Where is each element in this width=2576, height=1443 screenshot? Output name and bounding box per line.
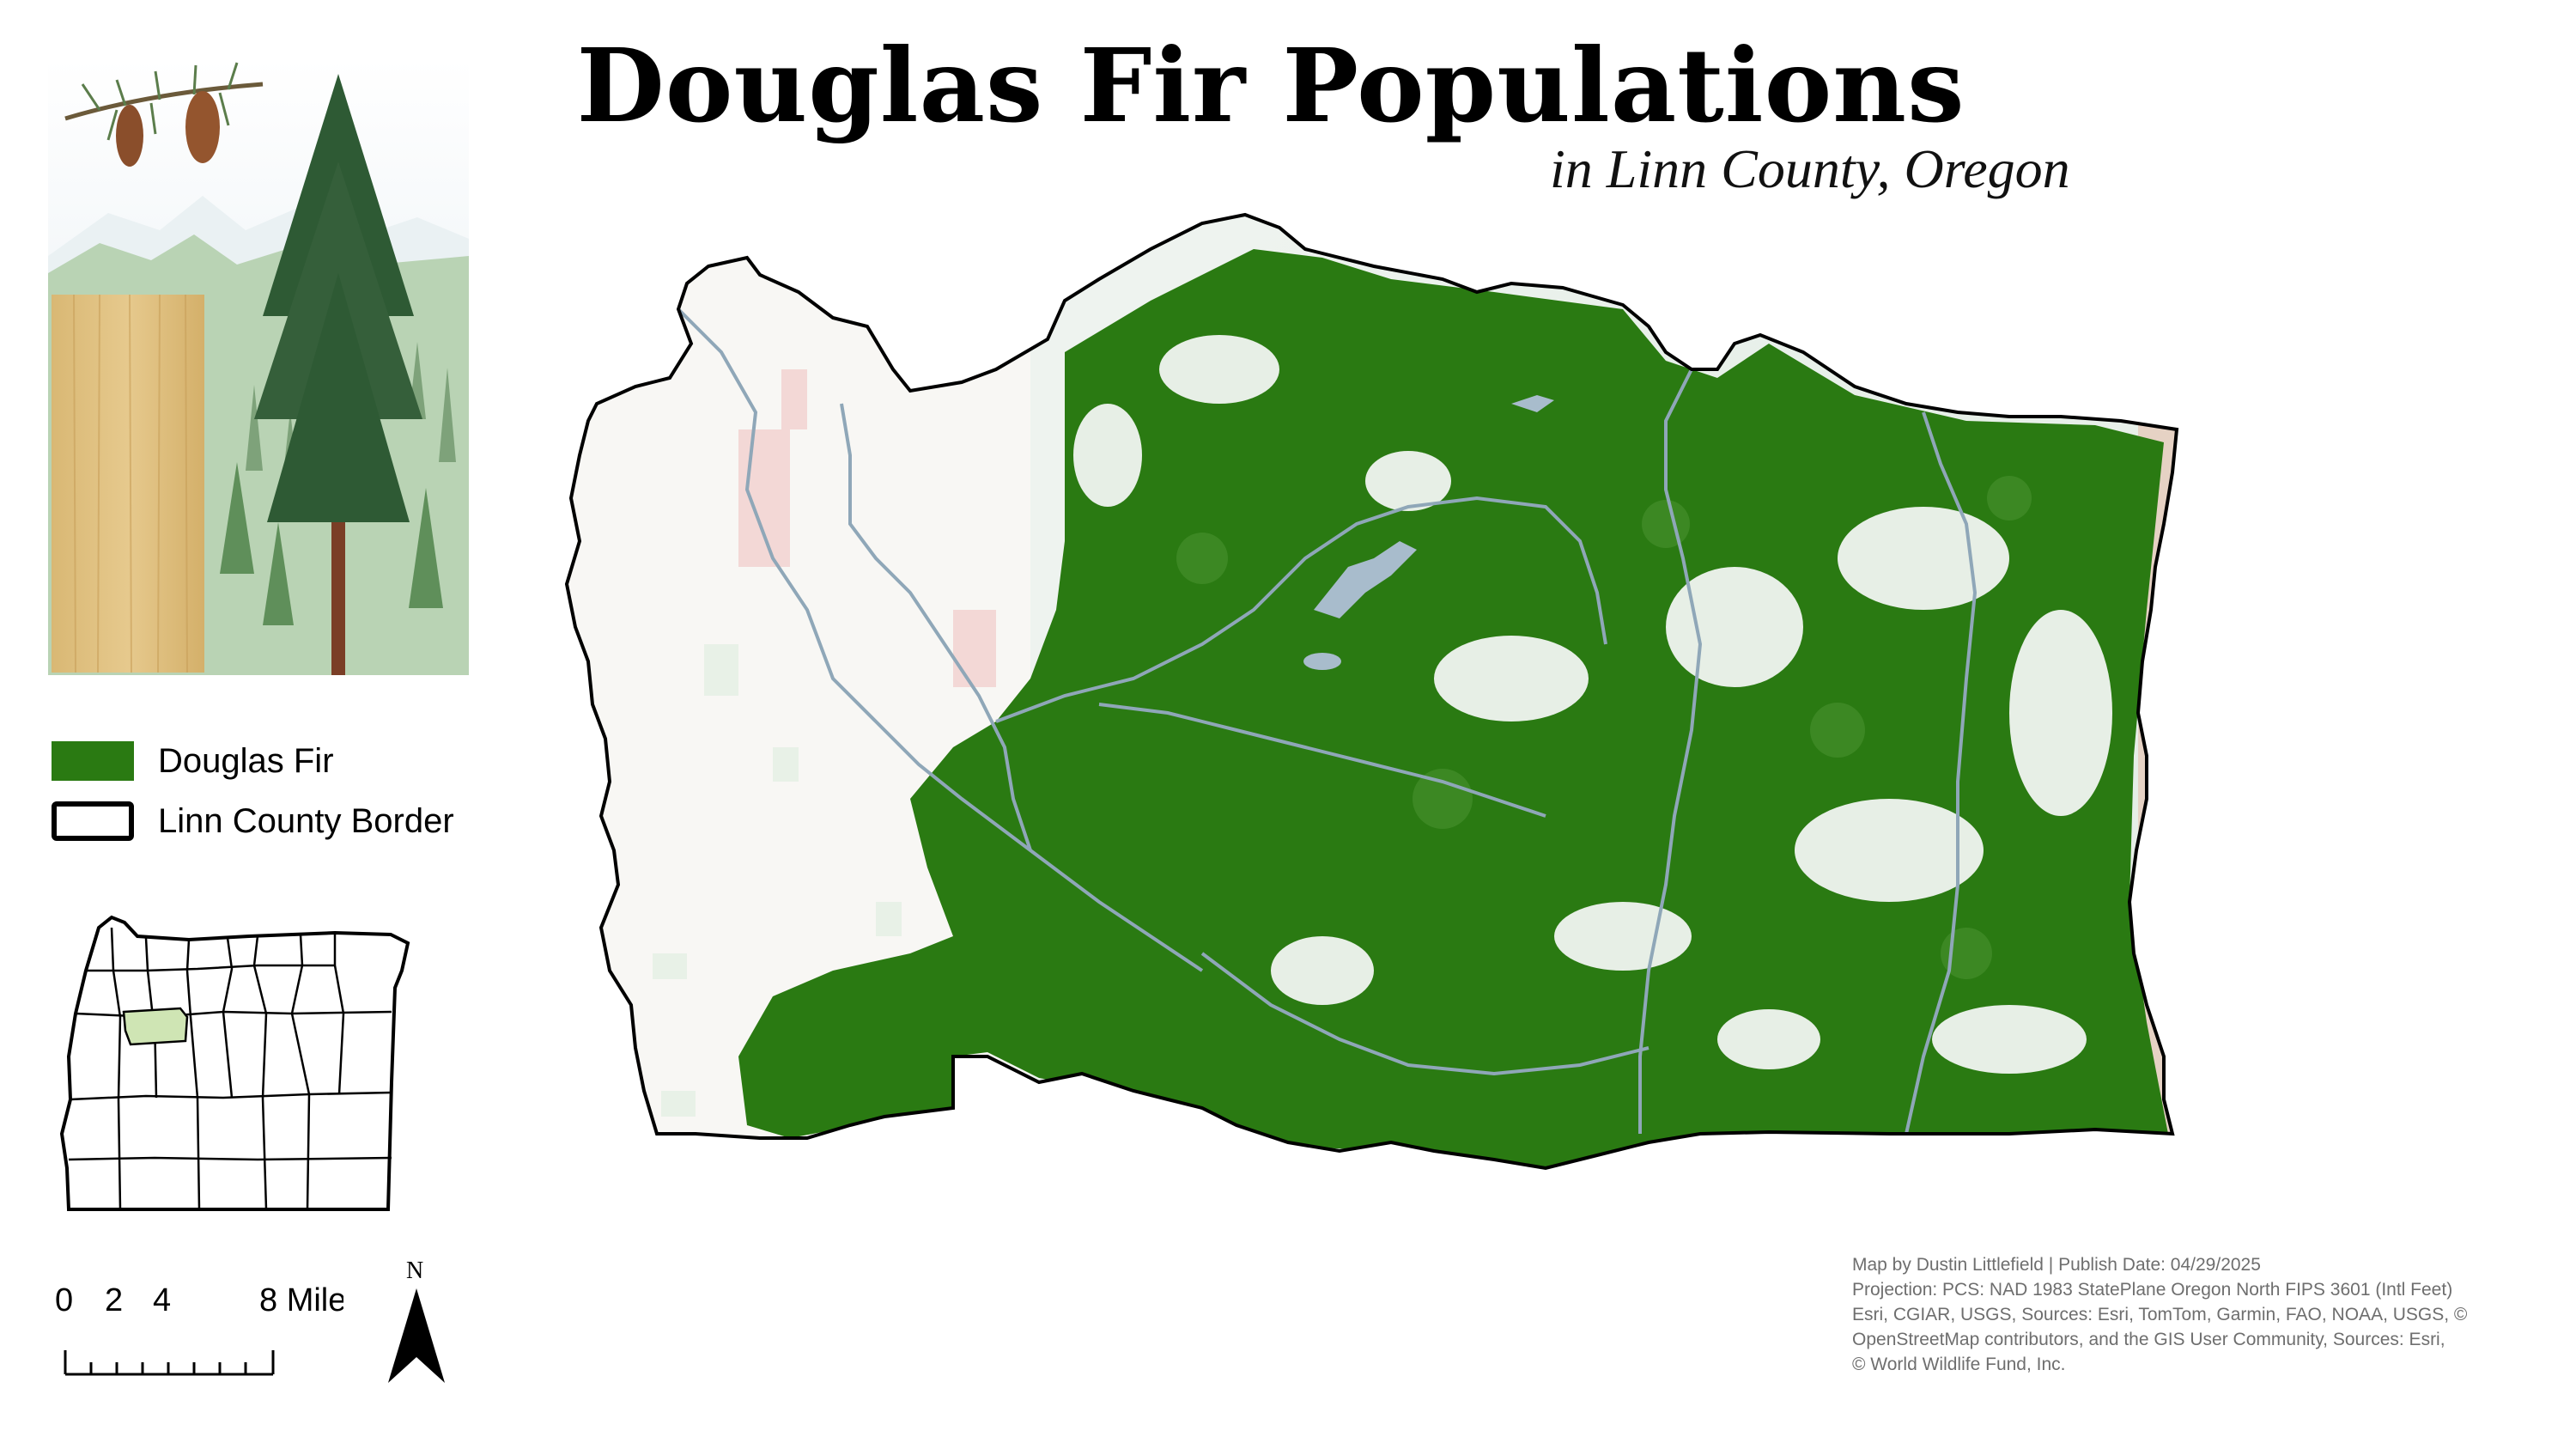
credit-line: OpenStreetMap contributors, and the GIS … xyxy=(1852,1330,2445,1349)
north-arrow-icon: N xyxy=(388,1257,445,1383)
scale-tick-label: 2 xyxy=(105,1282,123,1318)
forest-clearings xyxy=(1073,335,2112,1074)
north-label: N xyxy=(406,1257,423,1284)
rivers xyxy=(677,307,1978,1135)
scale-tick-label: 0 xyxy=(55,1282,73,1318)
scale-tick-label: 4 xyxy=(153,1282,171,1318)
linn-county-map xyxy=(565,213,2178,1170)
reservoirs xyxy=(1303,395,1554,670)
douglas-fir-illustration xyxy=(48,58,469,675)
pine-cone-sprig xyxy=(64,62,264,167)
map-subtitle: in Linn County, Oregon xyxy=(1550,138,2070,199)
credit-line: Esri, CGIAR, USGS, Sources: Esri, TomTom… xyxy=(1852,1305,2468,1324)
credit-line: Projection: PCS: NAD 1983 StatePlane Ore… xyxy=(1852,1280,2453,1300)
douglas-fir-swatch xyxy=(52,741,134,781)
legend-item-county-border: Linn County Border xyxy=(52,795,454,847)
legend-item-douglas-fir: Douglas Fir xyxy=(52,735,334,787)
scale-tick-label: 8 Miles xyxy=(259,1282,343,1318)
scale-bar-line xyxy=(64,1350,275,1376)
urban-areas xyxy=(738,369,1151,902)
credit-line: © World Wildlife Fund, Inc. xyxy=(1852,1355,2066,1374)
map-credits: Map by Dustin Littlefield | Publish Date… xyxy=(1852,1252,2565,1377)
linn-county-highlight xyxy=(122,1007,189,1046)
map-title: Douglas Fir Populations xyxy=(0,26,2576,145)
wood-grain-sample xyxy=(52,295,204,673)
scale-bar: 0 2 4 8 Miles xyxy=(55,1282,343,1376)
credit-line: Map by Dustin Littlefield | Publish Date… xyxy=(1852,1255,2261,1275)
county-border-swatch xyxy=(52,801,134,841)
legend-label: Linn County Border xyxy=(158,801,454,840)
oregon-locator-map xyxy=(59,915,410,1211)
legend-label: Douglas Fir xyxy=(158,741,334,780)
map-title-text: Douglas Fir Populations xyxy=(576,26,1965,145)
oregon-outline xyxy=(59,915,410,1211)
douglas-fir-tree xyxy=(254,74,422,675)
